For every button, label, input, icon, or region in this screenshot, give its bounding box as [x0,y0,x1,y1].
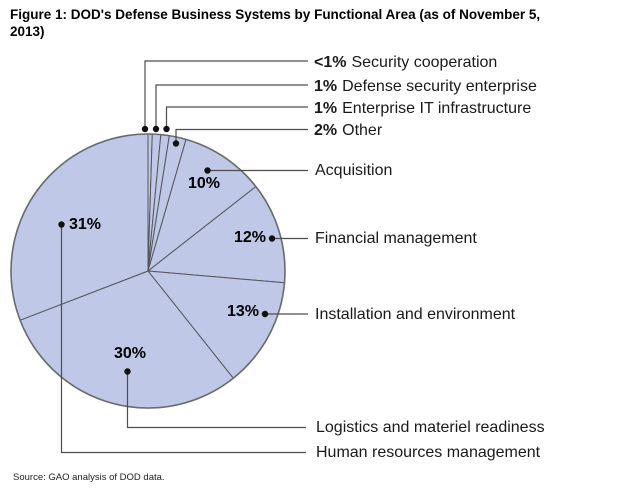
callout-dots [58,125,276,375]
callout-human-resources-management: Human resources management [316,444,540,461]
callout-percent: <1% [314,54,347,71]
callout-acquisition: Acquisition [315,162,392,179]
callout-percent: 2% [314,122,338,139]
callout-installation-and-environment: Installation and environment [315,306,515,323]
callout-label: Financial management [315,230,477,247]
callout-label: Logistics and materiel readiness [316,419,545,436]
source-note: Source: GAO analysis of DOD data. [13,472,165,483]
leader-human-resources-management [60,225,306,454]
leader-lines [60,60,308,454]
pie-percent-installation-and-environment: 13% [226,303,260,320]
dot-enterprise-it-infrastructure [163,125,170,133]
dot-installation-and-environment [261,310,269,318]
figure-title: Figure 1: DOD's Defense Business Systems… [10,6,635,40]
dot-acquisition [204,167,211,174]
callout-label: Other [342,122,383,139]
callout-label: Defense security enterprise [342,78,537,95]
callout-label: Acquisition [315,162,393,179]
pie-percent-human-resources-management: 31% [68,216,102,233]
dot-logistics-and-materiel-readiness [124,368,131,375]
leader-other [175,128,308,143]
dot-defense-security-enterprise [152,125,160,133]
callout-label: Security cooperation [351,54,498,71]
dot-human-resources-management [58,221,65,228]
callout-label: Human resources management [316,444,541,461]
pie-slices [10,133,286,409]
leader-security-cooperation [144,60,308,129]
callout-enterprise-it-infrastructure: 1% Enterprise IT infrastructure [314,100,531,117]
callout-percent: 1% [314,100,338,117]
callout-label: Enterprise IT infrastructure [342,100,532,117]
leader-defense-security-enterprise [155,84,308,129]
dot-security-cooperation [141,125,149,133]
callout-other: 2% Other [314,122,382,139]
callout-financial-management: Financial management [315,230,477,247]
pie-percent-acquisition: 10% [187,175,221,192]
pie-percent-financial-management: 12% [233,229,267,246]
figure-title-line1: Figure 1: DOD's Defense Business Systems… [10,7,541,22]
callout-logistics-and-materiel-readiness: Logistics and materiel readiness [316,419,545,436]
figure-title-line2: 2013) [10,24,45,39]
callout-defense-security-enterprise: 1% Defense security enterprise [314,78,537,95]
pie-rim [10,133,286,409]
callout-percent: 1% [314,78,338,95]
dot-other [172,140,180,147]
callout-security-cooperation: <1% Security cooperation [314,54,497,71]
leader-logistics-and-materiel-readiness [126,372,306,429]
callout-label: Installation and environment [315,306,516,323]
leader-enterprise-it-infrastructure [165,106,308,129]
pie-percent-logistics-and-materiel-readiness: 30% [113,345,147,362]
dot-financial-management [268,235,276,242]
